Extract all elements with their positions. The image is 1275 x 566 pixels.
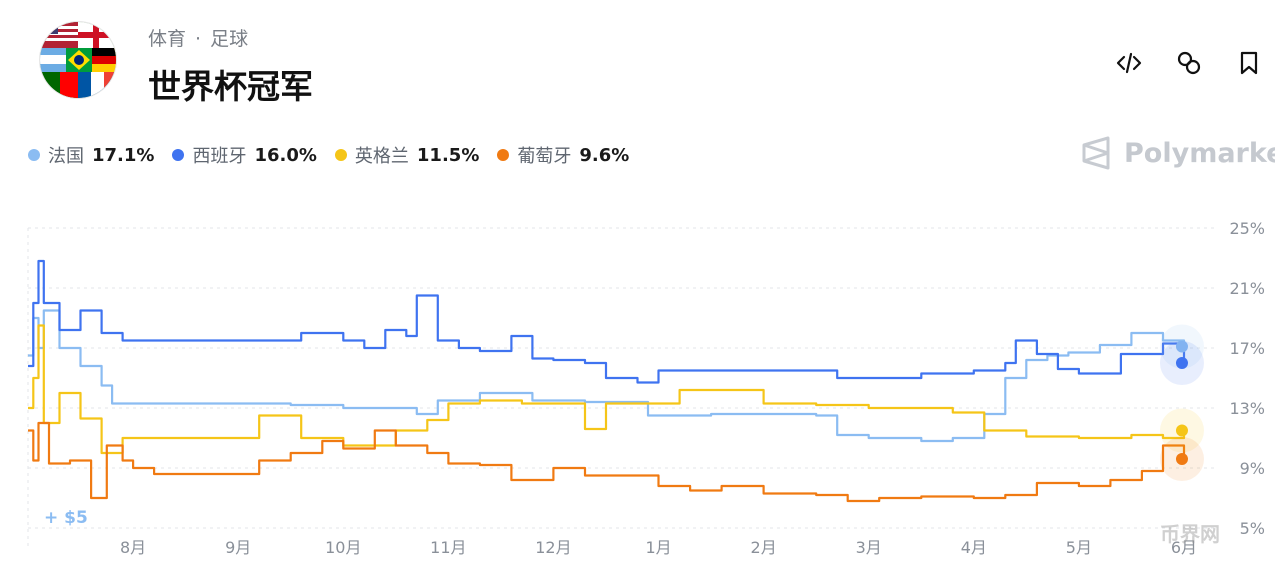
legend-dot [334,149,347,161]
bookmark-icon [1240,51,1258,75]
x-tick-label: 5月 [1066,538,1092,557]
breadcrumb-separator: · [195,28,202,50]
x-axis-labels: 8月 9月 10月 11月 12月 1月 2月 3月 4月 5月 6月 [120,538,1197,557]
x-tick-label: 11月 [430,538,466,557]
page-header: 体育 · 足球 世界杯冠军 [0,0,1275,120]
legend-item-england[interactable]: 英格兰 11.5% [334,142,480,168]
x-tick-label: 8月 [120,538,146,557]
x-tick-label: 12月 [535,538,571,557]
bookmark-button[interactable] [1234,48,1264,78]
x-tick-label: 10月 [325,538,361,557]
watermark: 币界网 [1160,522,1220,546]
series-line-1 [28,259,1186,384]
y-tick-label: 9% [1240,459,1265,478]
series-line-3 [28,421,1186,503]
legend-label: 葡萄牙 [517,146,572,167]
y-tick-label: 21% [1229,279,1265,298]
embed-button[interactable] [1114,48,1144,78]
brand-name: Polymarket [1124,137,1275,169]
legend-value: 11.5% [416,144,480,166]
x-tick-label: 4月 [961,538,987,557]
legend-item-spain[interactable]: 西班牙 16.0% [172,142,317,168]
x-tick-label: 3月 [856,538,882,557]
x-tick-label: 1月 [645,538,671,557]
legend-dot [172,149,185,161]
y-tick-label: 13% [1229,399,1265,418]
breadcrumb: 体育 · 足球 [148,24,248,51]
legend-value: 9.6% [579,144,630,166]
world-cup-ball-avatar [40,22,116,98]
polymarket-logo: Polymarket [1080,136,1275,170]
polymarket-icon [1082,136,1110,170]
x-tick-label: 6月 [1171,538,1197,557]
legend-item-portugal[interactable]: 葡萄牙 9.6% [497,142,629,168]
series-layer [28,259,1186,503]
legend-label: 西班牙 [192,146,247,167]
breadcrumb-football[interactable]: 足球 [210,28,249,50]
y-tick-label: 17% [1229,339,1265,358]
legend-label: 法国 [48,146,84,167]
y-tick-label: 25% [1229,219,1265,238]
end-marker-dot [1175,357,1188,369]
series-line-0 [28,309,1186,443]
link-icon [1177,51,1201,75]
legend-value: 16.0% [254,144,317,166]
end-markers [1159,324,1204,481]
page-title: 世界杯冠军 [148,67,313,106]
end-marker-dot [1175,453,1188,465]
legend-value: 17.1% [92,144,155,166]
breadcrumb-sports[interactable]: 体育 [148,28,187,50]
end-marker-dot [1175,340,1188,353]
legend-dot [497,149,510,161]
legend-item-france[interactable]: 法国 17.1% [28,142,154,168]
x-tick-label: 9月 [225,538,251,557]
chart-legend: 法国 17.1% 西班牙 16.0% 英格兰 11.5% 葡萄牙 9.6% [28,142,647,168]
copy-link-button[interactable] [1174,48,1204,78]
y-axis-labels: 25% 21% 17% 13% 9% 5% [1229,219,1265,538]
y-tick-label: 5% [1240,519,1265,538]
grid-layer [27,227,1214,548]
legend-label: 英格兰 [354,146,409,167]
end-marker-dot [1175,424,1188,437]
legend-dot [28,149,40,161]
chart-annotation: + $5 [44,508,88,528]
flag-ball-icon [40,22,116,98]
x-tick-label: 2月 [751,538,777,557]
series-line-2 [28,324,1186,455]
code-icon [1116,52,1142,74]
